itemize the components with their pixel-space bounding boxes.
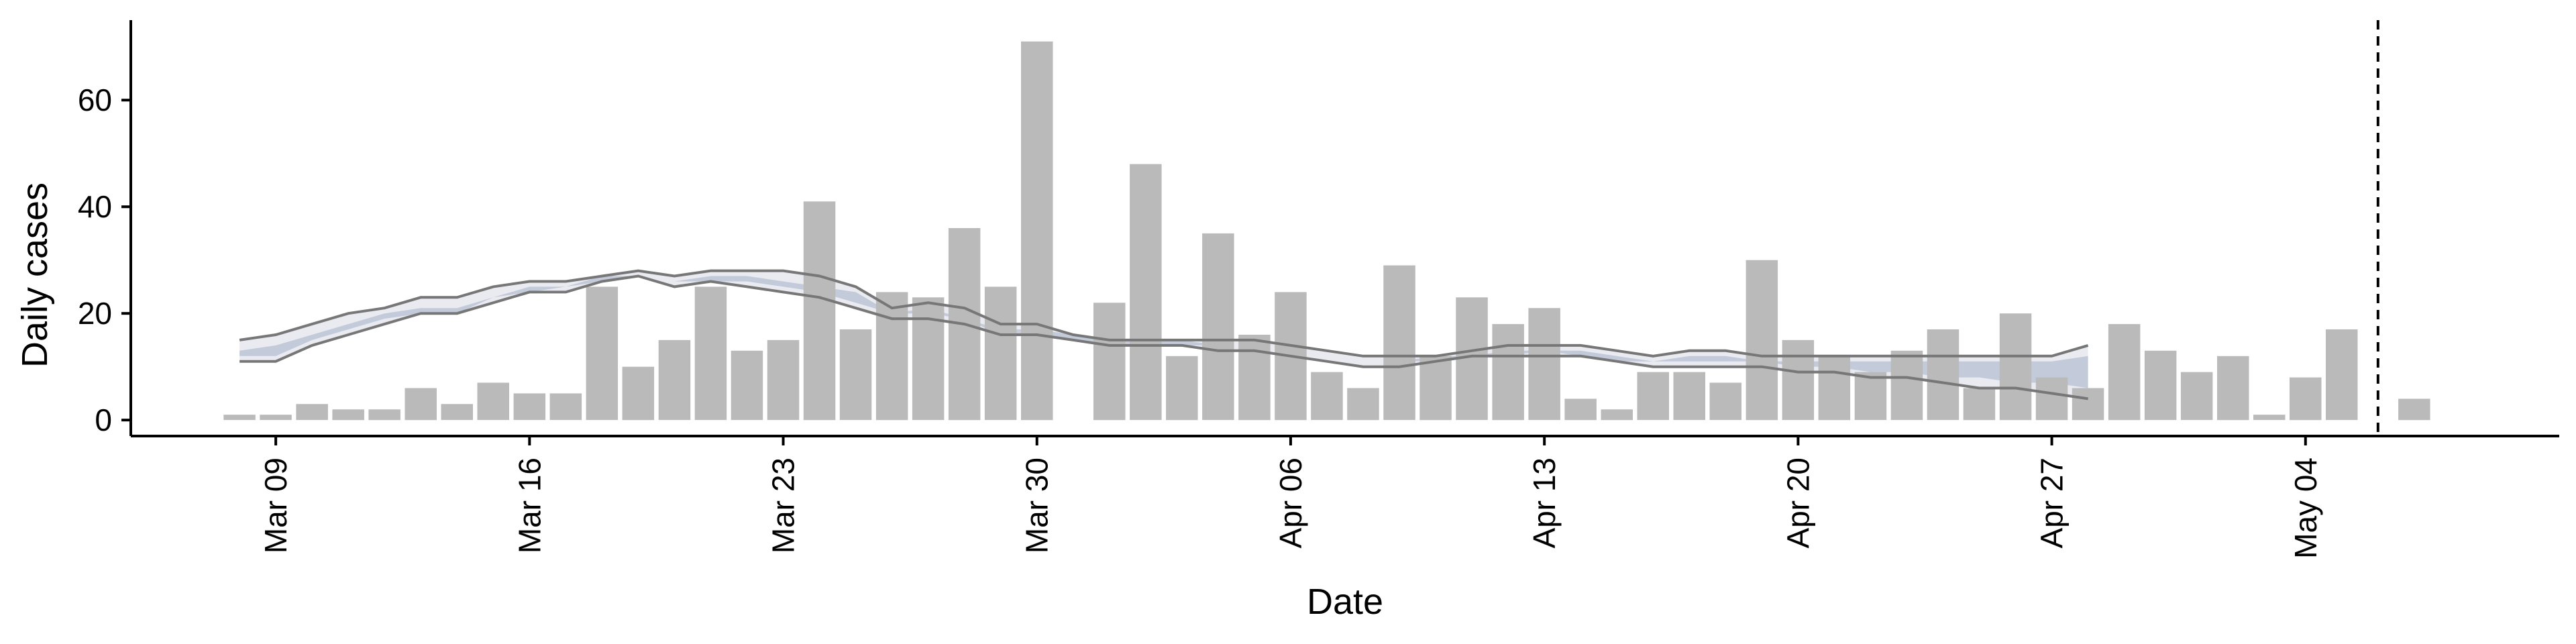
bar-2020-03-12 bbox=[368, 409, 400, 421]
bar-2020-03-23 bbox=[767, 339, 800, 421]
y-tick-label-0: 0 bbox=[95, 402, 112, 437]
bar-2020-03-09 bbox=[260, 415, 292, 421]
bar-2020-04-25 bbox=[1963, 388, 1996, 421]
bar-2020-04-01 bbox=[1093, 303, 1126, 421]
bar-2020-03-22 bbox=[731, 350, 763, 421]
bar-2020-03-13 bbox=[405, 388, 437, 421]
estimate-bands bbox=[239, 270, 2088, 399]
bar-2020-05-05 bbox=[2326, 329, 2358, 421]
bar-2020-04-10 bbox=[1419, 356, 1452, 421]
bar-2020-04-05 bbox=[1238, 335, 1271, 421]
bar-2020-04-13 bbox=[1528, 308, 1560, 421]
x-tick-label-2020-04-06: Apr 06 bbox=[1273, 458, 1308, 549]
lower-interval-line bbox=[239, 274, 2088, 400]
bar-2020-04-09 bbox=[1383, 265, 1415, 421]
bar-2020-05-03 bbox=[2253, 415, 2286, 421]
bar-2020-04-28 bbox=[2072, 388, 2104, 421]
bar-2020-04-03 bbox=[1166, 356, 1198, 421]
bar-2020-04-22 bbox=[1854, 372, 1887, 421]
bar-2020-03-17 bbox=[549, 393, 582, 421]
bar-2020-04-24 bbox=[1927, 329, 1960, 421]
inner-interval-band bbox=[239, 276, 2088, 388]
x-tick-label-2020-03-30: Mar 30 bbox=[1020, 458, 1055, 553]
bar-2020-04-30 bbox=[2144, 350, 2177, 421]
bar-2020-04-15 bbox=[1601, 409, 1633, 421]
x-tick-label-2020-03-09: Mar 09 bbox=[258, 458, 293, 553]
bar-2020-03-26 bbox=[875, 292, 908, 421]
bar-2020-03-29 bbox=[984, 286, 1017, 421]
bar-2020-03-25 bbox=[839, 329, 872, 421]
bar-2020-04-29 bbox=[2108, 324, 2141, 421]
bar-2020-04-07 bbox=[1311, 372, 1343, 421]
bar-2020-04-20 bbox=[1782, 339, 1815, 421]
bar-2020-04-17 bbox=[1673, 372, 1705, 421]
bar-2020-04-18 bbox=[1709, 382, 1741, 421]
bar-2020-03-27 bbox=[912, 297, 945, 421]
upper-interval-line bbox=[239, 269, 2089, 358]
bar-2020-05-02 bbox=[2217, 356, 2249, 421]
bar-2020-04-04 bbox=[1202, 233, 1234, 421]
bar-2020-03-08 bbox=[223, 415, 256, 421]
bar-2020-03-10 bbox=[296, 404, 328, 421]
y-axis-title: Daily cases bbox=[15, 182, 55, 368]
x-axis-title: Date bbox=[1307, 582, 1383, 622]
bar-2020-03-11 bbox=[332, 409, 364, 421]
bar-2020-05-07 bbox=[2398, 398, 2430, 421]
bar-2020-03-18 bbox=[586, 286, 619, 421]
interval-lines bbox=[239, 269, 2089, 400]
bar-2020-03-15 bbox=[477, 382, 509, 421]
y-tick-label-40: 40 bbox=[78, 189, 112, 224]
bar-2020-03-14 bbox=[441, 404, 473, 421]
y-tick-label-60: 60 bbox=[78, 83, 112, 117]
bar-2020-03-24 bbox=[803, 201, 836, 421]
bar-2020-03-16 bbox=[513, 393, 546, 421]
x-tick-label-2020-05-04: May 04 bbox=[2288, 458, 2323, 559]
bar-2020-04-19 bbox=[1746, 260, 1778, 421]
bar-2020-03-20 bbox=[658, 339, 691, 421]
bar-2020-03-19 bbox=[622, 366, 655, 421]
bar-2020-05-01 bbox=[2180, 372, 2213, 421]
bar-2020-04-08 bbox=[1347, 388, 1379, 421]
bar-2020-04-14 bbox=[1564, 398, 1597, 421]
bar-2020-04-26 bbox=[1999, 313, 2032, 421]
x-tick-label-2020-03-16: Mar 16 bbox=[512, 458, 547, 553]
bar-2020-05-04 bbox=[2290, 377, 2322, 421]
bar-2020-04-27 bbox=[2035, 377, 2068, 421]
bar-2020-04-21 bbox=[1818, 356, 1851, 421]
x-tick-label-2020-04-20: Apr 20 bbox=[1780, 458, 1815, 549]
bar-2020-04-12 bbox=[1492, 324, 1524, 421]
bar-2020-04-02 bbox=[1130, 164, 1162, 421]
bar-2020-03-21 bbox=[694, 286, 727, 421]
x-tick-label-2020-04-27: Apr 27 bbox=[2035, 458, 2070, 549]
bar-2020-03-30 bbox=[1021, 41, 1053, 421]
y-tick-label-20: 20 bbox=[78, 296, 112, 331]
x-tick-label-2020-04-13: Apr 13 bbox=[1527, 458, 1562, 549]
bars bbox=[223, 41, 2430, 421]
bar-2020-04-16 bbox=[1637, 372, 1669, 421]
bar-2020-04-23 bbox=[1890, 350, 1923, 421]
x-tick-label-2020-03-23: Mar 23 bbox=[766, 458, 801, 553]
axes: 0 20 40 60 Mar 09 Mar 16 Mar 23 Mar 30 Apr 06 Apr… bbox=[78, 20, 2559, 559]
